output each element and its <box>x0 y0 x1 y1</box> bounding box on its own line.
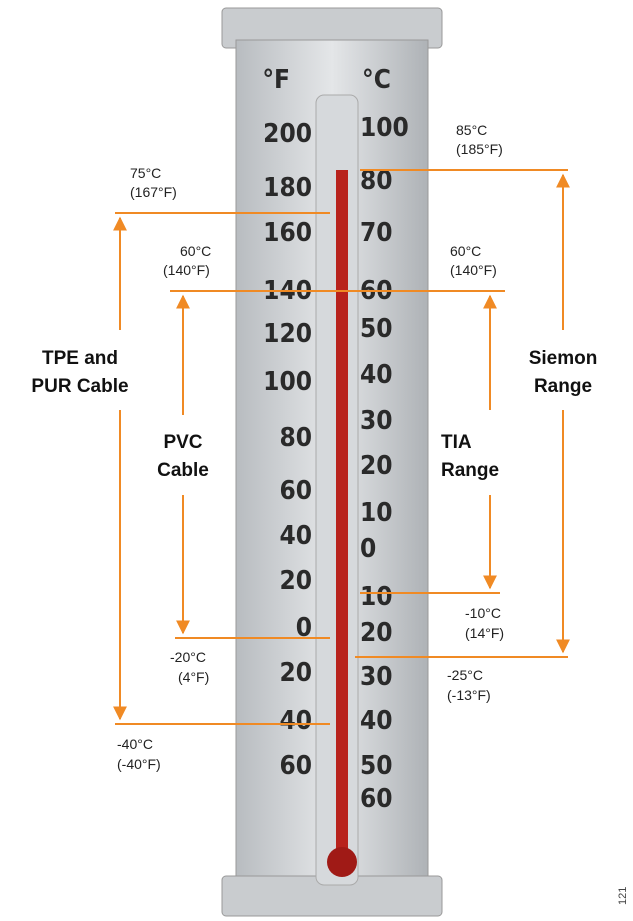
f-scale-label: 40 <box>279 521 312 551</box>
annotation: (140°F) <box>450 262 497 278</box>
c-scale-label: 50 <box>360 751 393 781</box>
annotation: 85°C <box>456 122 487 138</box>
range-label: PUR Cable <box>31 376 128 397</box>
c-scale-label: 10 <box>360 582 393 612</box>
range-label: Cable <box>157 460 209 481</box>
f-scale-label: 100 <box>263 367 312 397</box>
c-scale-label: 10 <box>360 498 393 528</box>
c-scale-label: 20 <box>360 451 393 481</box>
range-label: TPE and <box>42 348 118 369</box>
f-scale-label: 120 <box>263 319 312 349</box>
annotation: -20°C <box>170 649 206 665</box>
annotation: 75°C <box>130 165 161 181</box>
c-scale-label: 60 <box>360 784 393 814</box>
marker-lines <box>113 169 570 725</box>
c-scale-label: 70 <box>360 218 393 248</box>
f-scale-label: 180 <box>263 173 312 203</box>
c-scale-label: 40 <box>360 706 393 736</box>
f-scale-label: 60 <box>279 476 312 506</box>
unit-label: °C <box>362 65 391 95</box>
c-scale-label: 20 <box>360 618 393 648</box>
c-scale-label: 30 <box>360 406 393 436</box>
range-label: PVC <box>163 432 202 453</box>
range-label: Range <box>441 460 499 481</box>
thermometer-body <box>221 7 443 917</box>
annotation: (14°F) <box>465 625 504 641</box>
figure-number: 121 <box>617 887 629 905</box>
f-scale-label: 20 <box>279 658 312 688</box>
c-scale-label: 50 <box>360 314 393 344</box>
f-scale-label: 0 <box>296 613 312 643</box>
annotation: -25°C <box>447 667 483 683</box>
annotation: (140°F) <box>163 262 210 278</box>
annotation: 60°C <box>450 243 481 259</box>
f-scale-label: 200 <box>263 119 312 149</box>
annotation: (167°F) <box>130 184 177 200</box>
annotation: (-40°F) <box>117 756 161 772</box>
f-scale-label: 40 <box>279 706 312 736</box>
f-scale-label: 20 <box>279 566 312 596</box>
annotation: (-13°F) <box>447 687 491 703</box>
scale-ticks: °F °C200180160140120100806040200204060100… <box>262 65 409 814</box>
range-label: Range <box>534 376 592 397</box>
unit-label: °F <box>262 65 290 95</box>
range-label: Siemon <box>529 348 598 369</box>
c-scale-label: 30 <box>360 662 393 692</box>
f-scale-label: 160 <box>263 218 312 248</box>
annotation: (185°F) <box>456 141 503 157</box>
annotations: 75°C (167°F) 60°C (140°F) 85°C (185°F) 6… <box>31 122 629 905</box>
annotation: -10°C <box>465 605 501 621</box>
range-label: TIA <box>441 432 472 453</box>
c-scale-label: 0 <box>360 534 376 564</box>
f-scale-label: 60 <box>279 751 312 781</box>
annotation: -40°C <box>117 736 153 752</box>
c-scale-label: 40 <box>360 360 393 390</box>
f-scale-label: 80 <box>279 423 312 453</box>
annotation: 60°C <box>180 243 211 259</box>
c-scale-label: 100 <box>360 113 409 143</box>
annotation: (4°F) <box>178 669 209 685</box>
